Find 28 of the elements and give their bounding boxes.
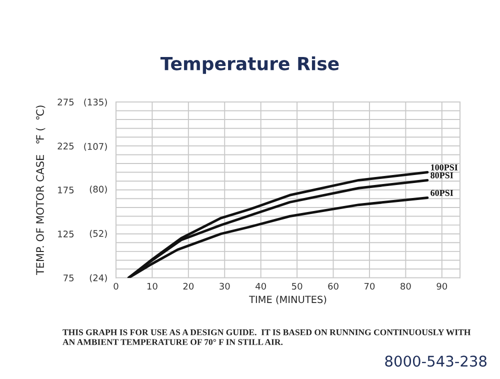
text: 8000-543-238 — [385, 356, 486, 367]
y-tick-label: 75 — [64, 274, 74, 282]
series-label: 80PSI — [430, 172, 454, 178]
y2-tick-label: (80) — [90, 186, 107, 194]
y2-tick-label: (107) — [84, 142, 107, 151]
x-tick-label: 30 — [220, 282, 230, 290]
y-tick-label: 175 — [58, 186, 74, 194]
y2-tick-label: (135) — [84, 98, 107, 107]
x-tick-label: 50 — [292, 282, 302, 290]
text: THIS GRAPH IS FOR USE AS A DESIGN GUIDE. IT IS BASED ON RUNNING CONTINUOUSLY WITH AN AMBIENT TEMPERATURE OF 70° F IN STILL AIR. — [62, 329, 471, 346]
x-tick-label: 60 — [328, 282, 338, 290]
y-axis-title: TEMP. OF MOTOR CASE ℉ ( ℃) — [36, 106, 46, 276]
x-tick-label: 90 — [436, 282, 448, 290]
x-tick-label: 80 — [400, 282, 411, 290]
x-tick-label: 70 — [364, 282, 375, 290]
x-tick-label: 40 — [256, 282, 266, 290]
series-label: 100PSI — [431, 164, 458, 170]
chart-title: Temperature Rise — [160, 56, 339, 74]
y-tick-label: 225 — [58, 142, 74, 150]
x-tick-label: 20 — [183, 282, 194, 290]
y-tick-label: 275 — [58, 98, 74, 106]
x-tick-label: 0 — [114, 282, 118, 290]
y-tick-label: 125 — [58, 230, 74, 238]
series-label: 60PSI — [430, 190, 454, 196]
y2-tick-label: (52) — [90, 230, 107, 238]
x-tick-label: 10 — [147, 282, 158, 290]
y2-tick-label: (24) — [90, 274, 107, 282]
x-axis-title: TIME (MINUTES) — [249, 296, 326, 304]
